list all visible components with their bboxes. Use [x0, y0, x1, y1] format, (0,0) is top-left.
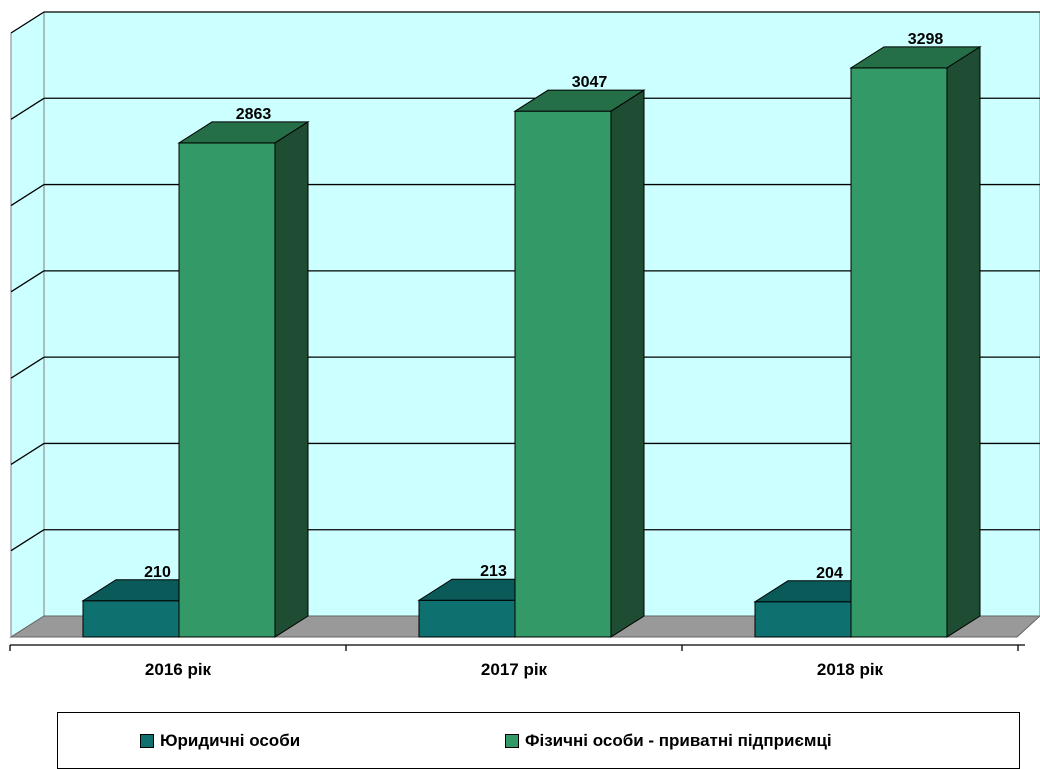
- data-label: 3047: [572, 74, 608, 91]
- data-label: 210: [144, 564, 171, 581]
- bar-side: [274, 121, 309, 638]
- legend-swatch-legal-entities: [140, 734, 154, 748]
- gridline-side: [10, 442, 45, 465]
- bar-side: [946, 45, 981, 638]
- plot-side-wall: [10, 11, 45, 638]
- legend-item-legal-entities: Юридичні особи: [140, 731, 300, 751]
- gridline-side: [10, 529, 45, 552]
- data-label: 2863: [236, 106, 272, 123]
- x-tick-label: 2016 рік: [145, 660, 212, 679]
- data-label: 204: [816, 565, 843, 582]
- gridline-side: [10, 270, 45, 293]
- bar-front: [178, 142, 276, 638]
- gridline-side: [10, 356, 45, 379]
- bar-front: [82, 600, 180, 638]
- legend-label-individuals: Фізичні особи - приватні підприємці: [525, 731, 832, 750]
- legend: Юридичні особи Фізичні особи - приватні …: [57, 712, 1020, 769]
- bar-front: [754, 601, 852, 638]
- data-label: 213: [480, 563, 507, 580]
- data-label: 3298: [908, 31, 944, 48]
- legend-label-legal-entities: Юридичні особи: [160, 731, 301, 750]
- bar: [849, 45, 982, 638]
- x-tick-label: 2018 рік: [817, 660, 884, 679]
- legend-item-individuals: Фізичні особи - приватні підприємці: [505, 731, 832, 751]
- bar-front: [418, 599, 516, 638]
- gridline-side: [10, 97, 45, 120]
- legend-swatch-individuals: [505, 734, 519, 748]
- bar-front: [514, 110, 612, 638]
- gridline-side: [10, 11, 45, 34]
- bar-front: [850, 67, 948, 638]
- x-tick-label: 2017 рік: [481, 660, 548, 679]
- bar: [177, 121, 310, 638]
- gridline-side: [10, 184, 45, 207]
- bar-side: [610, 89, 645, 638]
- bar: [513, 89, 646, 638]
